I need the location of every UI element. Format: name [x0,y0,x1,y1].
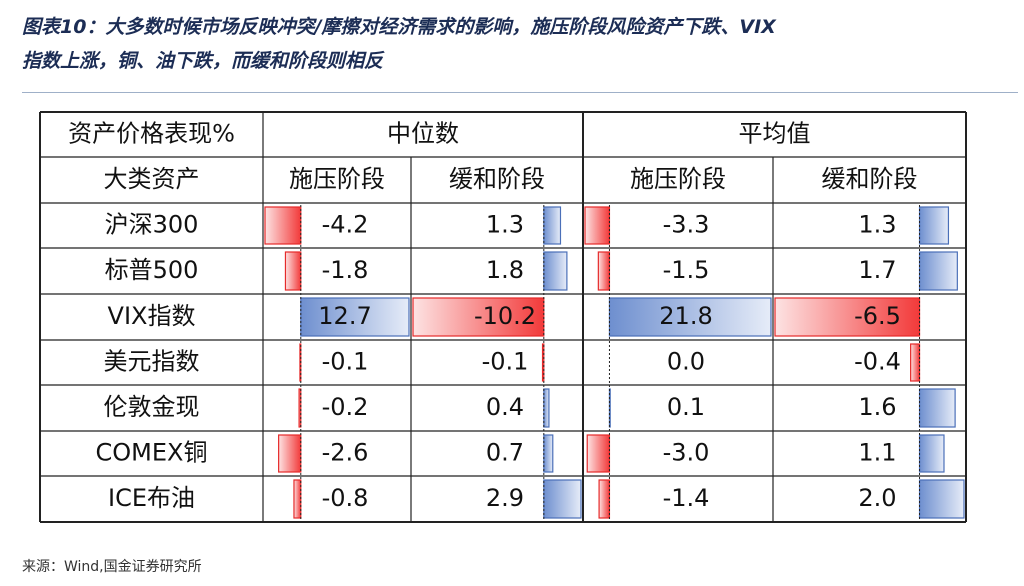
data-bar [278,434,302,473]
value-cell: 1.8 [486,256,524,284]
value-cell: -0.4 [854,348,901,376]
data-bar [543,251,568,291]
value-cell: 1.3 [486,211,524,239]
value-cell: 2.0 [858,484,896,512]
value-cell: 0.0 [667,348,705,376]
header-cell: 缓和阶段 [449,165,545,193]
value-cell: -3.0 [663,439,710,467]
value-cell: -3.3 [663,211,710,239]
title-line: 指数上涨，铜、油下跌，而缓和阶段则相反 [22,50,384,72]
title-line: 图表10：大多数时候市场反映冲突/摩擦对经济需求的影响，施压阶段风险资产下跌、V… [22,16,776,38]
row-label: VIX指数 [108,302,196,330]
value-cell: -6.5 [854,302,901,330]
divider [22,92,1018,93]
value-cell: 0.7 [486,439,524,467]
value-cell: 0.1 [667,393,705,421]
row-label: 伦敦金现 [104,393,200,421]
data-bar [300,297,410,337]
value-cell: -1.4 [663,484,710,512]
value-cell: 1.1 [858,439,896,467]
data-bar [584,206,611,245]
data-bar [918,206,950,245]
value-cell: 21.8 [659,302,712,330]
data-bar [586,434,611,473]
value-cell: -1.5 [663,256,710,284]
data-bar [543,388,550,428]
row-label: 标普500 [105,256,199,284]
data-bar [543,434,554,473]
data-bar [597,251,611,291]
value-cell: -0.1 [322,348,369,376]
data-bar [264,206,302,245]
data-bar [918,388,956,428]
data-bar [412,297,545,337]
value-cell: -1.8 [322,256,369,284]
data-bar [918,479,965,519]
value-cell: -4.2 [322,211,369,239]
row-label: COMEX铜 [96,439,208,467]
value-cell: -0.2 [322,393,369,421]
value-cell: 0.4 [486,393,524,421]
header-cell: 大类资产 [104,165,200,193]
data-bar [918,434,945,473]
header-cell: 平均值 [739,120,811,148]
header-cell: 资产价格表现% [68,120,235,148]
value-cell: -0.1 [482,348,529,376]
value-cell: 1.7 [858,256,896,284]
data-bar [284,251,302,291]
header-cell: 施压阶段 [289,165,385,193]
source: 来源：Wind,国金证券研究所 [22,559,202,575]
row-label: 美元指数 [104,348,200,376]
data-bar [910,343,921,382]
header-cell: 施压阶段 [630,165,726,193]
data-bar [293,479,302,519]
header-cell: 中位数 [387,120,459,148]
data-bar [298,388,302,428]
data-bar [598,479,611,519]
value-cell: -10.2 [474,302,536,330]
row-label: ICE布油 [108,484,195,512]
data-bar [543,479,582,519]
value-cell: 2.9 [486,484,524,512]
value-cell: 1.3 [858,211,896,239]
value-cell: -0.8 [322,484,369,512]
header-cell: 缓和阶段 [822,165,918,193]
value-cell: 12.7 [318,302,371,330]
data-bar [918,251,958,291]
row-label: 沪深300 [105,211,199,239]
value-cell: 1.6 [858,393,896,421]
title: 图表10：大多数时候市场反映冲突/摩擦对经济需求的影响，施压阶段风险资产下跌、V… [22,10,1012,78]
data-bar [543,206,562,245]
value-cell: -2.6 [322,439,369,467]
